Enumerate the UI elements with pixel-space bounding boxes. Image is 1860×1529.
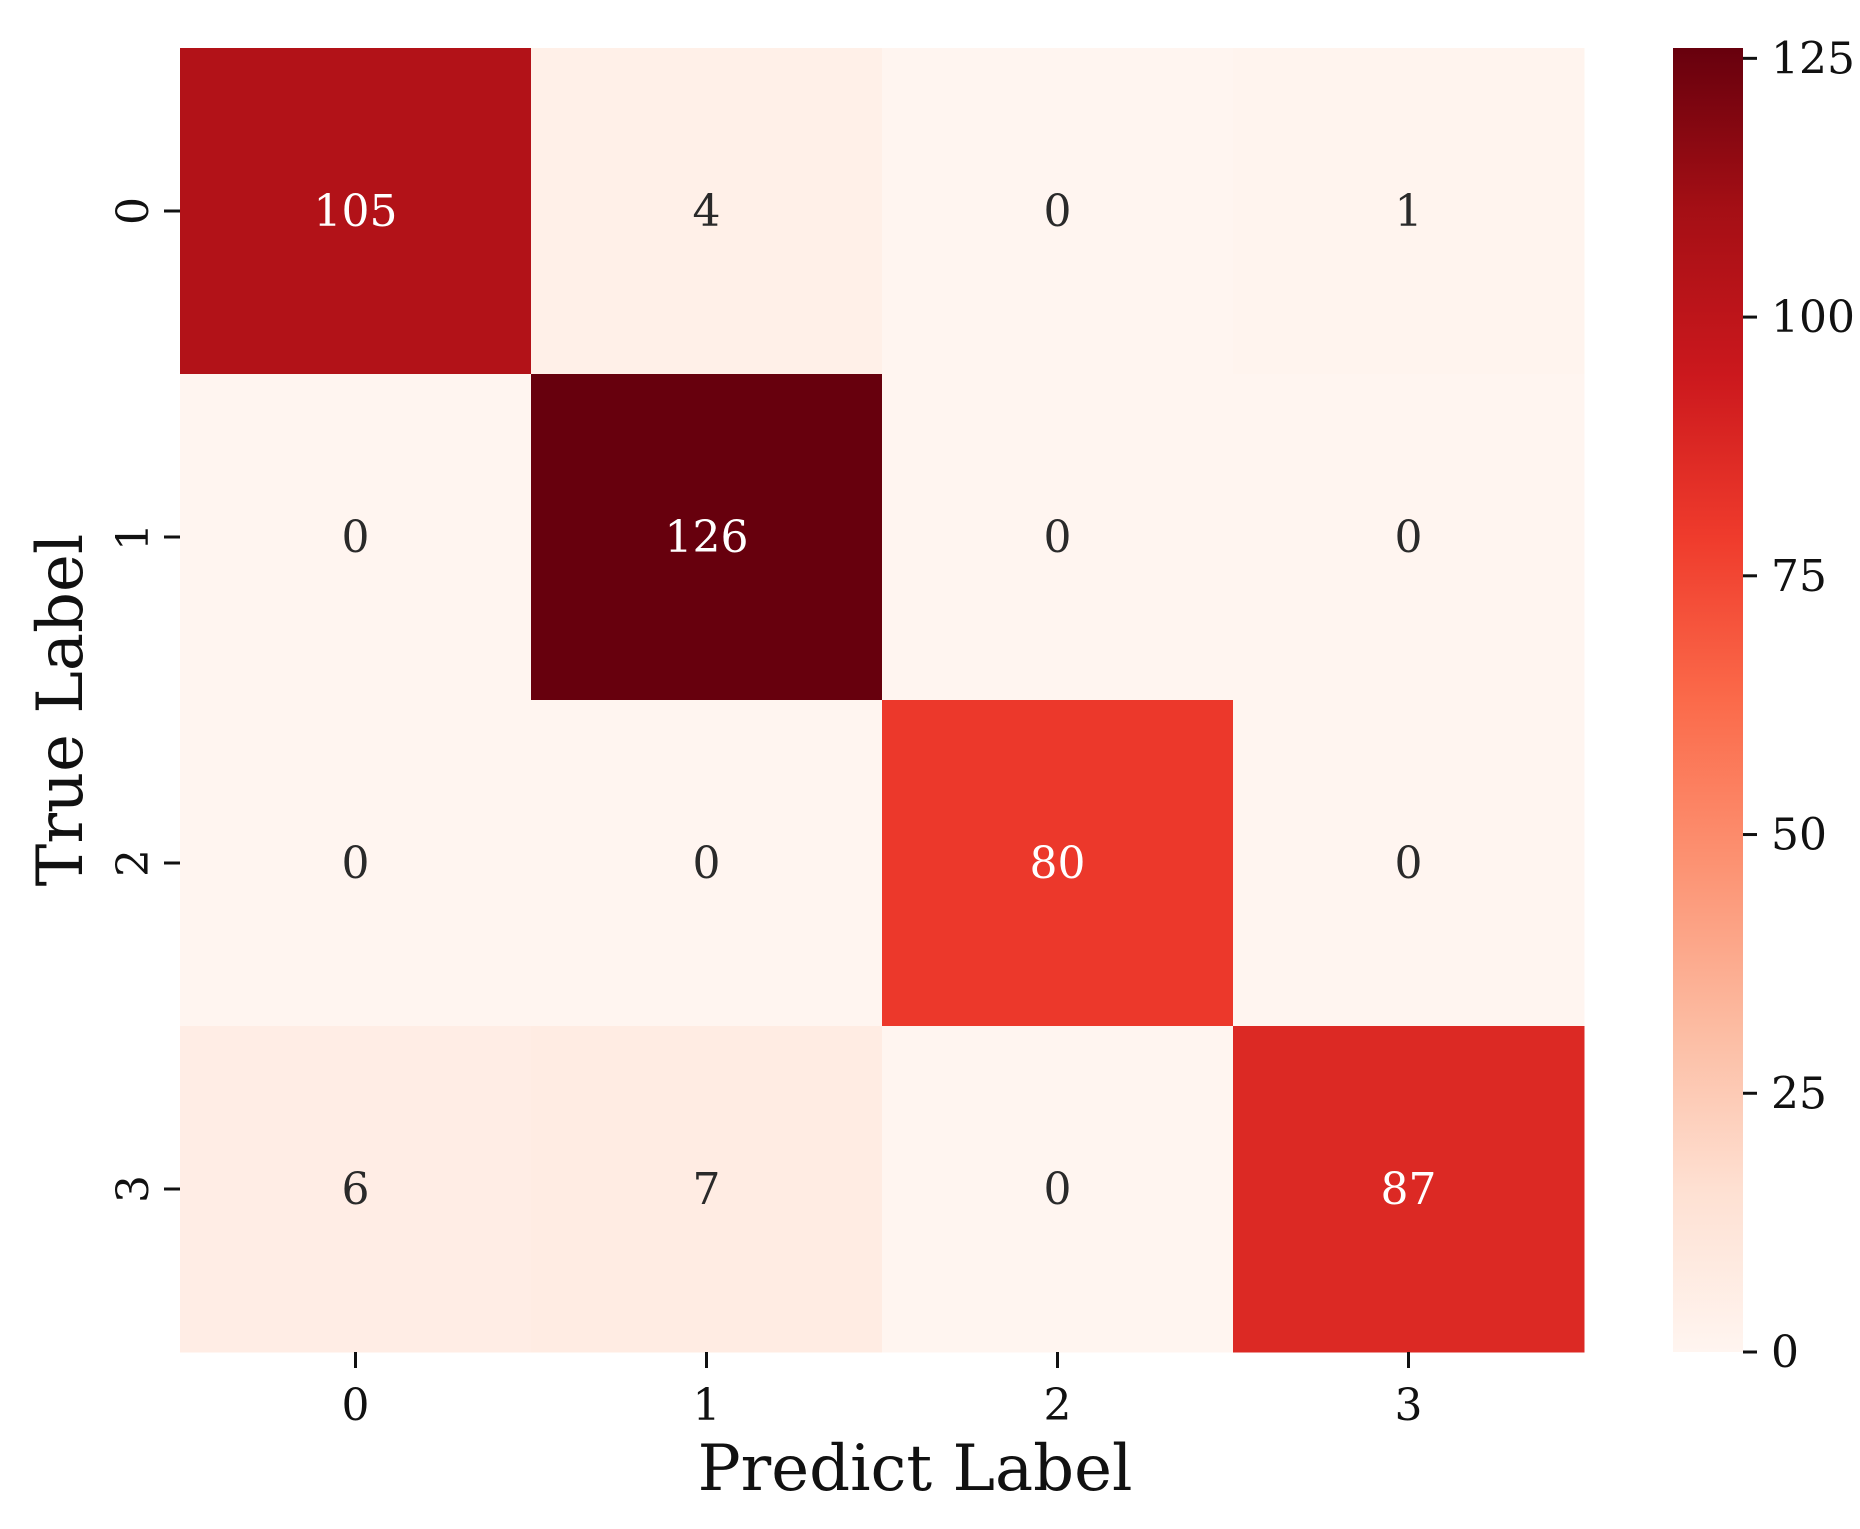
x-axis-label: Predict Label bbox=[698, 1432, 1133, 1506]
heatmap-cell-r3-c3 bbox=[1233, 1026, 1585, 1353]
heatmap-cell-r2-c2 bbox=[882, 700, 1234, 1027]
cell-value-r1-c0: 0 bbox=[342, 512, 370, 563]
cell-value-r3-c1: 7 bbox=[693, 1164, 721, 1215]
cell-value-r1-c1: 126 bbox=[665, 512, 749, 563]
colorbar-tick-label-2: 50 bbox=[1771, 810, 1827, 861]
heatmap-cell-r2-c0 bbox=[180, 700, 532, 1027]
heatmap-cell-r2-c1 bbox=[531, 700, 883, 1027]
cell-value-r2-c0: 0 bbox=[342, 838, 370, 889]
y-tick-label-3: 3 bbox=[108, 1175, 159, 1203]
heatmap-cells bbox=[180, 48, 1585, 1353]
heatmap-cell-r1-c3 bbox=[1233, 374, 1585, 701]
heatmap-cell-r3-c1 bbox=[531, 1026, 883, 1353]
cell-value-r2-c1: 0 bbox=[693, 838, 721, 889]
cell-value-r0-c2: 0 bbox=[1044, 186, 1072, 237]
heatmap-cell-r0-c1 bbox=[531, 48, 883, 375]
heatmap-cell-r3-c0 bbox=[180, 1026, 532, 1353]
x-tick-label-0: 0 bbox=[342, 1380, 370, 1431]
colorbar-tick-label-1: 25 bbox=[1771, 1068, 1827, 1119]
cell-value-r1-c3: 0 bbox=[1395, 512, 1423, 563]
cell-value-r3-c3: 87 bbox=[1381, 1164, 1437, 1215]
cell-value-r1-c2: 0 bbox=[1044, 512, 1072, 563]
heatmap-cell-r0-c3 bbox=[1233, 48, 1585, 375]
heatmap-cell-r0-c0 bbox=[180, 48, 532, 375]
colorbar: 0 25 50 75 100 125 bbox=[1673, 33, 1855, 1378]
cell-value-r3-c0: 6 bbox=[342, 1164, 370, 1215]
colorbar-gradient bbox=[1673, 48, 1743, 1352]
heatmap-cell-r0-c2 bbox=[882, 48, 1234, 375]
cell-value-r0-c1: 4 bbox=[693, 186, 721, 237]
heatmap-cell-r1-c2 bbox=[882, 374, 1234, 701]
colorbar-tick-label-4: 100 bbox=[1771, 292, 1855, 343]
x-tick-label-3: 3 bbox=[1395, 1380, 1423, 1431]
heatmap-cell-r2-c3 bbox=[1233, 700, 1585, 1027]
y-tick-label-1: 1 bbox=[108, 523, 159, 551]
cell-value-r3-c2: 0 bbox=[1044, 1164, 1072, 1215]
heatmap-cell-r3-c2 bbox=[882, 1026, 1234, 1353]
x-tick-label-1: 1 bbox=[693, 1380, 721, 1431]
x-tick-label-2: 2 bbox=[1044, 1380, 1072, 1431]
cell-value-r2-c2: 80 bbox=[1030, 838, 1086, 889]
y-tick-label-0: 0 bbox=[108, 197, 159, 225]
heatmap-cell-r1-c0 bbox=[180, 374, 532, 701]
cell-value-r0-c3: 1 bbox=[1395, 186, 1423, 237]
colorbar-tick-label-3: 75 bbox=[1771, 551, 1827, 602]
y-axis-label: True Label bbox=[24, 534, 98, 887]
cell-value-r0-c0: 105 bbox=[314, 186, 398, 237]
colorbar-tick-label-5: 125 bbox=[1771, 33, 1855, 84]
cell-annotations: 105 4 0 1 0 126 0 0 0 0 80 0 6 7 0 87 bbox=[314, 186, 1437, 1215]
heatmap-cell-r1-c1 bbox=[531, 374, 883, 701]
y-axis: 0 1 2 3 bbox=[108, 197, 180, 1203]
y-tick-label-2: 2 bbox=[108, 849, 159, 877]
colorbar-tick-label-0: 0 bbox=[1771, 1327, 1799, 1378]
x-axis: 0 1 2 3 bbox=[342, 1352, 1423, 1431]
cell-value-r2-c3: 0 bbox=[1395, 838, 1423, 889]
